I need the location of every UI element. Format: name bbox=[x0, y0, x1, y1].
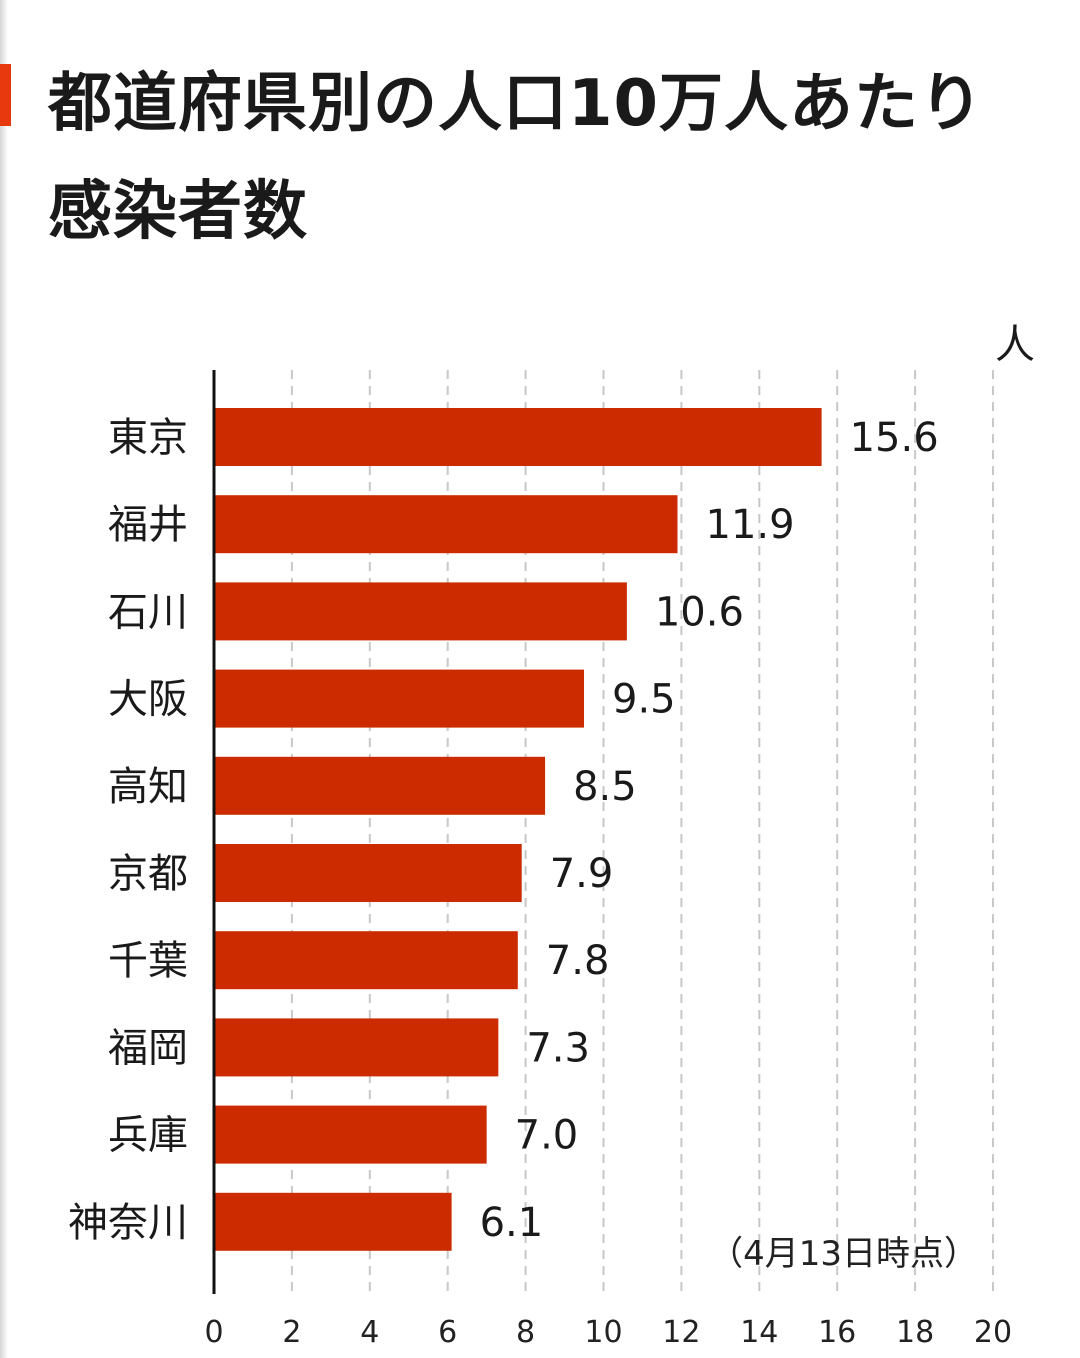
value-label: 7.8 bbox=[546, 938, 610, 984]
bar bbox=[214, 669, 585, 728]
value-labels: 15.6 11.9 10.6 9.5 8.5 7.9 7.8 7.3 7.0 6.1 bbox=[480, 415, 939, 1246]
value-label: 15.6 bbox=[850, 415, 939, 461]
category-label: 京都 bbox=[108, 851, 188, 897]
x-tick-label: 16 bbox=[818, 1315, 856, 1350]
bar bbox=[214, 844, 522, 902]
left-edge-shadow bbox=[0, 0, 8, 1358]
bar bbox=[214, 931, 518, 990]
value-label: 7.9 bbox=[550, 851, 614, 897]
bar bbox=[214, 1018, 499, 1077]
value-label: 11.9 bbox=[706, 502, 795, 548]
category-label: 石川 bbox=[108, 589, 188, 635]
bars bbox=[214, 408, 822, 1251]
unit-label: 人 bbox=[995, 322, 1035, 368]
category-label: 福岡 bbox=[108, 1025, 188, 1071]
chart-title: 都道府県別の人口10万人あたり感染者数 bbox=[48, 67, 985, 249]
category-label: 東京 bbox=[108, 415, 188, 461]
bar bbox=[214, 1105, 487, 1164]
x-tick-label: 12 bbox=[662, 1315, 700, 1350]
x-tick-label: 6 bbox=[438, 1315, 457, 1350]
bar bbox=[214, 756, 546, 815]
x-tick-label: 18 bbox=[896, 1315, 934, 1350]
value-label: 8.5 bbox=[573, 764, 637, 810]
x-tick-label: 2 bbox=[282, 1315, 301, 1350]
x-tick-labels: 0 2 4 6 8 10 12 14 16 18 20 bbox=[204, 1315, 1012, 1350]
category-label: 福井 bbox=[108, 502, 188, 548]
bar bbox=[214, 408, 822, 466]
category-label: 神奈川 bbox=[68, 1200, 188, 1246]
x-tick-label: 4 bbox=[360, 1315, 379, 1350]
value-label: 6.1 bbox=[480, 1200, 544, 1246]
value-label: 10.6 bbox=[655, 589, 744, 635]
category-label: 兵庫 bbox=[108, 1113, 188, 1159]
x-tick-label: 20 bbox=[974, 1315, 1012, 1350]
bar bbox=[214, 582, 627, 641]
category-label: 高知 bbox=[108, 764, 188, 810]
x-tick-label: 0 bbox=[204, 1315, 223, 1350]
bar bbox=[214, 1192, 452, 1251]
x-tick-label: 10 bbox=[584, 1315, 622, 1350]
value-label: 7.0 bbox=[515, 1113, 579, 1159]
bar bbox=[214, 495, 678, 554]
x-tick-label: 14 bbox=[740, 1315, 778, 1350]
date-note: （4月13日時点） bbox=[709, 1234, 978, 1274]
x-tick-label: 8 bbox=[516, 1315, 535, 1350]
value-label: 9.5 bbox=[612, 677, 676, 723]
category-label: 千葉 bbox=[108, 938, 188, 984]
value-label: 7.3 bbox=[526, 1025, 590, 1071]
category-label: 大阪 bbox=[108, 677, 188, 723]
title-accent-bar bbox=[0, 64, 11, 126]
